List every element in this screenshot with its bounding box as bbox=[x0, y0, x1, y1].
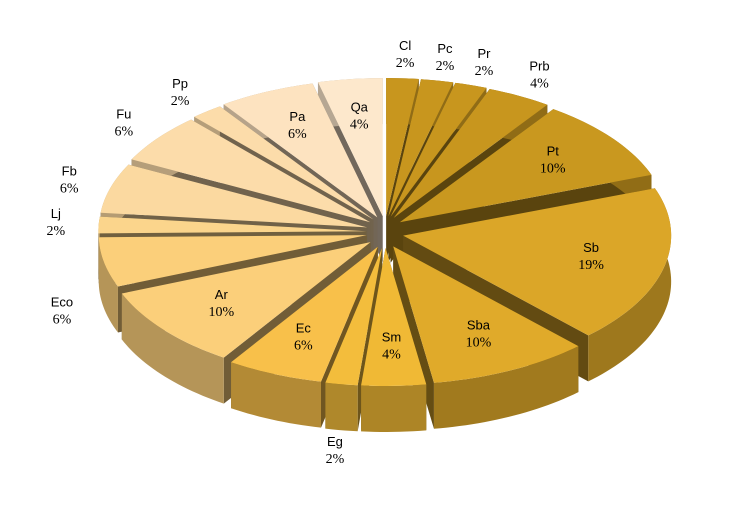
value-label: 2% bbox=[46, 224, 65, 239]
value-label: 10% bbox=[540, 162, 566, 177]
slice bbox=[100, 164, 368, 228]
category-label: Pp bbox=[172, 76, 188, 91]
slice bbox=[388, 79, 454, 217]
slice bbox=[98, 216, 367, 234]
category-label: Cl bbox=[399, 38, 411, 53]
category-label: Ec bbox=[296, 320, 312, 335]
value-label: 6% bbox=[294, 338, 313, 353]
value-label: 2% bbox=[436, 59, 455, 74]
data-label: Pc 2% bbox=[436, 41, 455, 74]
category-label: Pc bbox=[437, 41, 453, 56]
value-label: 10% bbox=[208, 305, 234, 320]
slice bbox=[361, 247, 427, 386]
value-label: 6% bbox=[53, 313, 72, 328]
category-label: Sba bbox=[467, 317, 491, 332]
data-label: Ar 10% bbox=[208, 287, 234, 320]
slice bbox=[399, 109, 652, 223]
slice bbox=[98, 235, 367, 287]
value-label: 4% bbox=[530, 76, 549, 91]
value-label: 19% bbox=[578, 258, 604, 273]
slice-side bbox=[361, 384, 427, 432]
category-label: Ar bbox=[215, 287, 229, 302]
data-label: Eco 6% bbox=[51, 295, 73, 328]
value-label: 2% bbox=[326, 452, 345, 467]
category-label: Prb bbox=[529, 58, 549, 73]
data-label: Sba 10% bbox=[466, 317, 492, 350]
slice bbox=[317, 78, 383, 217]
slice-side bbox=[231, 362, 322, 428]
value-label: 4% bbox=[382, 347, 401, 362]
category-label: Lj bbox=[51, 206, 61, 221]
category-label: Sb bbox=[583, 240, 599, 255]
data-label: Prb 4% bbox=[529, 58, 549, 91]
category-label: Fb bbox=[62, 164, 77, 179]
category-label: Pt bbox=[547, 144, 560, 159]
value-label: 6% bbox=[288, 127, 307, 142]
value-label: 10% bbox=[466, 335, 492, 350]
data-label: Pt 10% bbox=[540, 144, 566, 177]
category-label: Pr bbox=[477, 46, 491, 61]
slice-side bbox=[98, 237, 118, 333]
category-label: Sm bbox=[382, 329, 402, 344]
slice bbox=[393, 246, 579, 383]
data-label: Sb 19% bbox=[578, 240, 604, 273]
value-label: 4% bbox=[350, 117, 369, 132]
slice bbox=[131, 119, 371, 223]
slice-side bbox=[121, 293, 224, 404]
value-label: 2% bbox=[396, 56, 415, 71]
value-label: 6% bbox=[60, 182, 79, 197]
category-label: Eco bbox=[51, 295, 73, 310]
data-label: Ec 6% bbox=[294, 320, 313, 353]
slice bbox=[386, 78, 419, 217]
category-label: Qa bbox=[351, 99, 369, 114]
data-label: Pp 2% bbox=[171, 76, 190, 109]
slice bbox=[390, 82, 487, 217]
slice bbox=[403, 188, 672, 336]
data-label: Fb 6% bbox=[60, 164, 79, 197]
slice bbox=[194, 106, 374, 220]
value-label: 2% bbox=[475, 64, 494, 79]
data-label: Cl 2% bbox=[396, 38, 415, 71]
data-label: Qa 4% bbox=[350, 99, 369, 132]
slice-side bbox=[325, 382, 358, 432]
slice bbox=[393, 89, 548, 218]
slice bbox=[223, 83, 378, 218]
data-label: Eg 2% bbox=[326, 434, 345, 467]
slice bbox=[361, 247, 427, 432]
slice bbox=[325, 247, 383, 386]
slice bbox=[231, 246, 378, 382]
slice bbox=[121, 242, 371, 358]
data-label: Pr 2% bbox=[475, 46, 494, 79]
data-label: Sm 4% bbox=[382, 329, 402, 362]
slice-side bbox=[433, 346, 579, 429]
category-label: Eg bbox=[327, 434, 343, 449]
value-label: 2% bbox=[171, 94, 190, 109]
category-label: Pa bbox=[289, 109, 306, 124]
data-label: Pa 6% bbox=[288, 109, 307, 142]
value-label: 6% bbox=[114, 125, 133, 140]
category-label: Fu bbox=[116, 107, 131, 122]
data-label: Fu 6% bbox=[114, 107, 133, 140]
slice-side bbox=[588, 188, 672, 382]
data-label: Lj 2% bbox=[46, 206, 65, 239]
